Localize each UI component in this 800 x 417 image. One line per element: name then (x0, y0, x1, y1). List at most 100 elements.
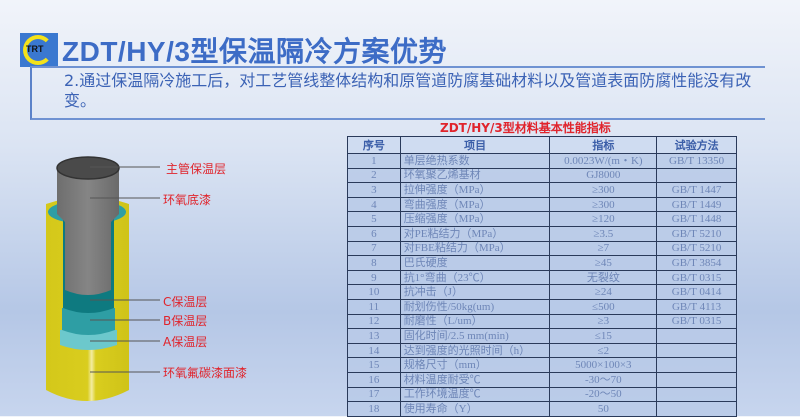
cell-index: 4 (347, 196, 401, 213)
cell-item: 对PE粘结力（MPa） (399, 225, 551, 242)
cell-item: 环氧聚乙烯基材 (399, 167, 551, 184)
cell-method: GB/T 4113 (656, 298, 737, 315)
header-item: 项目 (399, 136, 551, 154)
inner-pipe (57, 170, 119, 295)
logo-text: TRT (26, 44, 44, 54)
label-main-pipe: 主管保温层 (166, 162, 227, 176)
cell-method (656, 357, 737, 373)
label-layer-b: B保温层 (163, 314, 208, 328)
label-topcoat: 环氧氟碳漆面漆 (163, 366, 248, 380)
label-epoxy-primer: 环氧底漆 (163, 193, 212, 207)
cell-spec: -20～50 (549, 386, 658, 403)
layer-a (60, 330, 117, 350)
table-title: ZDT/HY/3型材料基本性能指标 (440, 121, 611, 135)
table-row: 10 抗冲击（J） ≥24 GB/T 0414 (347, 284, 737, 300)
cell-index: 14 (347, 342, 401, 359)
table-row: 7 对FBE粘结力（MPa） ≥7 GB/T 5210 (347, 240, 737, 257)
header-index: 序号 (347, 136, 401, 154)
cell-spec: 5000×100×3 (549, 357, 658, 373)
cell-spec: ≥300 (549, 196, 658, 213)
cell-spec: ≤2 (549, 342, 658, 359)
cell-item: 拉伸强度（MPa） (399, 182, 551, 198)
cell-item: 使用寿命（Y） (399, 401, 551, 417)
cell-spec: ≤15 (549, 328, 658, 344)
table-row: 17 工作环境温度℃ -20～50 (347, 386, 737, 403)
cell-index: 13 (347, 328, 401, 344)
cell-index: 5 (347, 211, 401, 227)
cell-item: 对FBE粘结力（MPa） (399, 240, 551, 257)
cell-item: 耐划伤性/50kg(um) (399, 298, 551, 315)
cell-method (656, 342, 737, 359)
table-row: 11 耐划伤性/50kg(um) ≤500 GB/T 4113 (347, 298, 737, 315)
cell-index: 11 (347, 298, 401, 315)
cell-index: 15 (347, 357, 401, 373)
cell-index: 12 (347, 313, 401, 330)
cell-method: GB/T 0414 (656, 284, 737, 300)
cell-spec: -30～70 (549, 371, 658, 388)
cell-method (656, 371, 737, 388)
cell-item: 巴氏硬度 (399, 255, 551, 271)
cell-method: GB/T 3854 (656, 255, 737, 271)
table-row: 2 环氧聚乙烯基材 GJ8000 (347, 167, 737, 184)
cell-index: 17 (347, 386, 401, 403)
cell-method (656, 167, 737, 184)
header-method: 试验方法 (656, 136, 737, 154)
cell-item: 弯曲强度（MPa） (399, 196, 551, 213)
cell-index: 8 (347, 255, 401, 271)
table-row: 16 材料温度耐受℃ -30～70 (347, 371, 737, 388)
label-layer-c: C保温层 (163, 295, 208, 309)
cell-method: GB/T 5210 (656, 240, 737, 257)
cell-item: 抗冲击（J） (399, 284, 551, 300)
cell-spec: ≥120 (549, 211, 658, 227)
cell-method: GB/T 1447 (656, 182, 737, 198)
cell-item: 材料温度耐受℃ (399, 371, 551, 388)
table-row: 14 达到强度的光照时间（h） ≤2 (347, 342, 737, 359)
cell-index: 16 (347, 371, 401, 388)
cell-method: GB/T 1448 (656, 211, 737, 227)
cell-index: 7 (347, 240, 401, 257)
label-layer-a: A保温层 (163, 335, 208, 349)
table-row: 4 弯曲强度（MPa） ≥300 GB/T 1449 (347, 196, 737, 213)
cell-index: 6 (347, 225, 401, 242)
table-row: 12 耐磨性（L/um） ≥3 GB/T 0315 (347, 313, 737, 330)
table-row: 3 拉伸强度（MPa） ≥300 GB/T 1447 (347, 182, 737, 198)
header-spec: 指标 (549, 136, 658, 154)
properties-table: 序号 项目 指标 试验方法 1 单层绝热系数 0.0023W/(m・K) GB/T 1… (347, 136, 737, 417)
cell-index: 1 (347, 153, 401, 169)
cell-method: GB/T 13350 (656, 153, 737, 169)
cell-index: 2 (347, 167, 401, 184)
cell-item: 单层绝热系数 (399, 153, 551, 169)
cell-method: GB/T 0315 (656, 313, 737, 330)
cell-method: GB/T 5210 (656, 225, 737, 242)
cell-index: 9 (347, 269, 401, 286)
cell-method (656, 401, 737, 417)
table-row: 6 对PE粘结力（MPa） ≥3.5 GB/T 5210 (347, 225, 737, 242)
trt-logo: TRT (20, 33, 58, 67)
subtitle: 2.通过保温隔冷施工后，对工艺管线整体结构和原管道防腐基础材料以及管道表面防腐性… (64, 71, 752, 110)
cell-item: 规格尺寸（mm） (399, 357, 551, 373)
table-row: 15 规格尺寸（mm） 5000×100×3 (347, 357, 737, 373)
cell-spec: ≥300 (549, 182, 658, 198)
cell-spec: ≥24 (549, 284, 658, 300)
table-row: 9 抗1°弯曲（23℃） 无裂纹 GB/T 0315 (347, 269, 737, 286)
cell-item: 耐磨性（L/um） (399, 313, 551, 330)
cell-spec: ≥3.5 (549, 225, 658, 242)
cell-spec: ≤500 (549, 298, 658, 315)
cell-spec: ≥7 (549, 240, 658, 257)
cell-index: 18 (347, 401, 401, 417)
table-row: 5 压缩强度（MPa） ≥120 GB/T 1448 (347, 211, 737, 227)
cell-method: GB/T 0315 (656, 269, 737, 286)
cell-spec: GJ8000 (549, 167, 658, 184)
cell-item: 抗1°弯曲（23℃） (399, 269, 551, 286)
cell-method (656, 386, 737, 403)
cell-item: 达到强度的光照时间（h） (399, 342, 551, 359)
cell-item: 压缩强度（MPa） (399, 211, 551, 227)
cell-index: 10 (347, 284, 401, 300)
cell-item: 固化时间/2.5 mm(min) (399, 328, 551, 344)
cell-spec: 0.0023W/(m・K) (549, 153, 658, 169)
layer-b (62, 308, 115, 335)
table-row: 13 固化时间/2.5 mm(min) ≤15 (347, 328, 737, 344)
pipe-layer-diagram (46, 156, 160, 401)
cell-item: 工作环境温度℃ (399, 386, 551, 403)
table-row: 1 单层绝热系数 0.0023W/(m・K) GB/T 13350 (347, 153, 737, 169)
